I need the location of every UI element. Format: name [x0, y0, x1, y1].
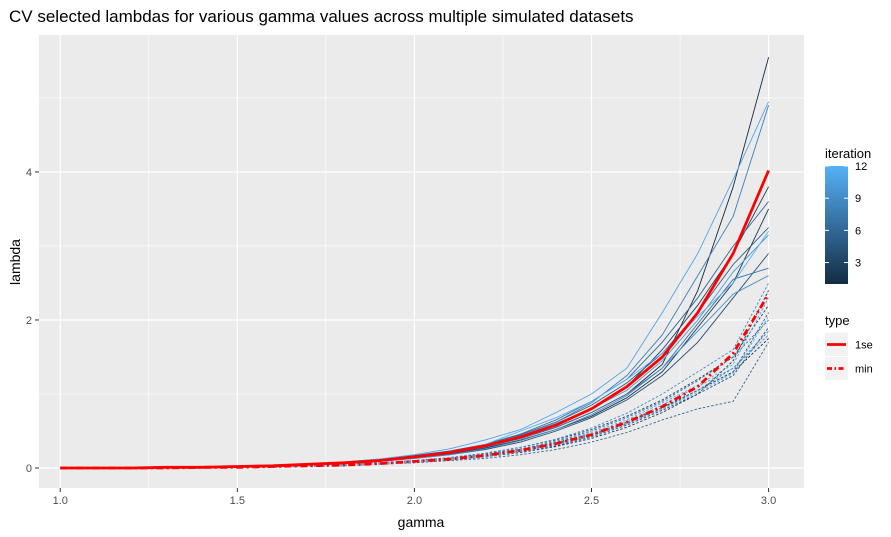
y-tick-label: 4 [26, 167, 32, 179]
y-tick-label: 0 [26, 463, 32, 475]
legend-type-entries: 1se min [825, 333, 873, 380]
chart-title: CV selected lambdas for various gamma va… [9, 7, 634, 26]
y-tick-label: 2 [26, 315, 32, 327]
colorbar-tick-label: 6 [855, 225, 861, 237]
plot-panel [39, 35, 804, 488]
legend-label-min: min [855, 364, 873, 376]
colorbar-tick-label: 9 [855, 193, 861, 205]
legend-iteration: iteration 3 6 9 12 [825, 146, 871, 284]
colorbar-tick-label: 3 [855, 258, 861, 270]
x-tick-label: 2.5 [584, 495, 599, 507]
legend-iteration-title: iteration [825, 146, 871, 161]
gridlines [39, 35, 804, 488]
summary-series [60, 169, 770, 470]
x-tick-label: 1.0 [53, 495, 68, 507]
x-tick-label: 1.5 [230, 495, 245, 507]
colorbar [825, 166, 848, 284]
legend-type-title: type [825, 313, 850, 328]
x-axis-title: gamma [398, 514, 445, 530]
x-tick-label: 3.0 [761, 495, 776, 507]
colorbar-ticks: 3 6 9 12 [825, 161, 867, 270]
colorbar-tick-label: 12 [855, 161, 867, 173]
legend-key-background [825, 357, 848, 380]
summary-line-min [60, 293, 770, 470]
legend-type: type 1se min [825, 313, 873, 380]
x-tick-label: 2.0 [407, 495, 422, 507]
axes: 1.0 1.5 2.0 2.5 3.0 0 2 4 [26, 167, 776, 507]
y-axis-title: lambda [7, 239, 23, 285]
legend-label-1se: 1se [855, 340, 873, 352]
